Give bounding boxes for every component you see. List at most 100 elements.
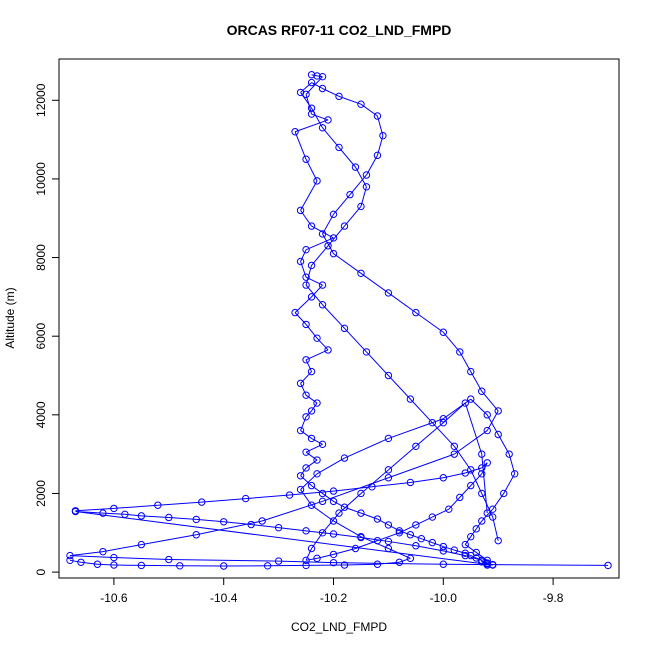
series-segment bbox=[305, 410, 312, 418]
data-point bbox=[296, 426, 305, 435]
data-point bbox=[329, 530, 338, 538]
data-point bbox=[318, 529, 327, 537]
data-point bbox=[406, 531, 415, 539]
data-point bbox=[500, 489, 508, 498]
data-point bbox=[318, 84, 327, 93]
series-segment bbox=[294, 312, 307, 325]
series-segment bbox=[300, 249, 307, 262]
data-point bbox=[412, 542, 420, 550]
series-segment bbox=[377, 518, 389, 526]
data-point bbox=[291, 308, 299, 317]
y-tick-label: 2000 bbox=[34, 480, 48, 507]
series-segment bbox=[316, 457, 345, 475]
data-layer bbox=[66, 71, 612, 570]
data-point bbox=[439, 542, 448, 551]
series-segment bbox=[305, 159, 318, 182]
series-segment bbox=[322, 127, 340, 148]
data-point bbox=[307, 71, 316, 79]
data-point bbox=[428, 513, 437, 521]
series-segment bbox=[415, 545, 444, 552]
series-segment bbox=[344, 506, 362, 514]
data-point bbox=[384, 537, 393, 546]
data-point bbox=[494, 536, 502, 545]
series-segment bbox=[486, 410, 499, 431]
series-segment bbox=[300, 473, 318, 490]
data-point bbox=[362, 171, 371, 179]
data-point bbox=[192, 531, 200, 539]
data-point bbox=[483, 426, 491, 435]
data-point bbox=[461, 540, 469, 549]
series-segment bbox=[454, 430, 488, 455]
series-segment bbox=[410, 477, 444, 483]
series-segment bbox=[311, 82, 323, 89]
data-point bbox=[362, 348, 371, 356]
series-segment bbox=[168, 516, 197, 520]
data-point bbox=[483, 411, 491, 419]
series-segment bbox=[481, 390, 499, 412]
series-segment bbox=[157, 501, 202, 506]
series-segment bbox=[316, 337, 329, 351]
data-point bbox=[302, 556, 310, 565]
series-segment bbox=[344, 563, 378, 566]
data-point bbox=[165, 555, 173, 564]
series-segment bbox=[305, 359, 313, 372]
data-point bbox=[357, 489, 365, 498]
data-point bbox=[318, 440, 327, 449]
series-segment bbox=[377, 532, 400, 542]
data-point bbox=[417, 534, 426, 543]
series-segment bbox=[486, 414, 499, 435]
data-point bbox=[439, 328, 448, 336]
data-point bbox=[467, 533, 475, 541]
series-segment bbox=[311, 504, 334, 522]
series-segment bbox=[464, 544, 477, 553]
data-point bbox=[296, 485, 305, 494]
series-segment bbox=[322, 477, 389, 502]
series-segment bbox=[278, 527, 307, 532]
data-point bbox=[302, 273, 310, 281]
data-point bbox=[329, 497, 338, 506]
data-point bbox=[329, 517, 338, 525]
series-segment bbox=[251, 524, 279, 529]
series-segment bbox=[327, 225, 345, 247]
data-point bbox=[296, 379, 305, 388]
data-point bbox=[472, 548, 480, 557]
data-point bbox=[428, 418, 437, 427]
data-point bbox=[505, 450, 513, 458]
series-segment bbox=[464, 402, 483, 455]
series-segment bbox=[349, 174, 367, 195]
series-segment bbox=[344, 327, 367, 353]
data-point bbox=[384, 371, 393, 380]
series-segment bbox=[322, 233, 334, 254]
series-segment bbox=[97, 563, 114, 566]
data-point bbox=[335, 143, 343, 152]
series-1 bbox=[66, 78, 612, 570]
series-segment bbox=[305, 324, 318, 339]
data-point bbox=[110, 561, 118, 569]
series-segment bbox=[333, 520, 362, 538]
series-segment bbox=[388, 418, 444, 439]
series-segment bbox=[360, 469, 389, 494]
data-point bbox=[110, 553, 118, 562]
data-point bbox=[362, 183, 371, 191]
series-segment bbox=[388, 292, 417, 314]
series-segment bbox=[470, 371, 483, 392]
data-point bbox=[428, 538, 437, 547]
x-tick-label: -10.0 bbox=[430, 591, 458, 605]
series-segment bbox=[322, 493, 334, 502]
data-point bbox=[494, 407, 502, 415]
x-tick-label: -9.8 bbox=[543, 591, 564, 605]
data-point bbox=[198, 498, 206, 506]
series-segment bbox=[388, 548, 411, 559]
data-point bbox=[121, 510, 129, 519]
series-segment bbox=[322, 512, 340, 534]
data-point bbox=[450, 546, 458, 554]
data-point bbox=[340, 222, 349, 230]
series-segment bbox=[333, 486, 372, 492]
data-point bbox=[302, 356, 310, 364]
series-segment bbox=[141, 515, 169, 518]
data-point bbox=[439, 415, 448, 423]
data-point bbox=[357, 533, 365, 541]
series-segment bbox=[443, 546, 455, 551]
data-point bbox=[93, 560, 102, 568]
